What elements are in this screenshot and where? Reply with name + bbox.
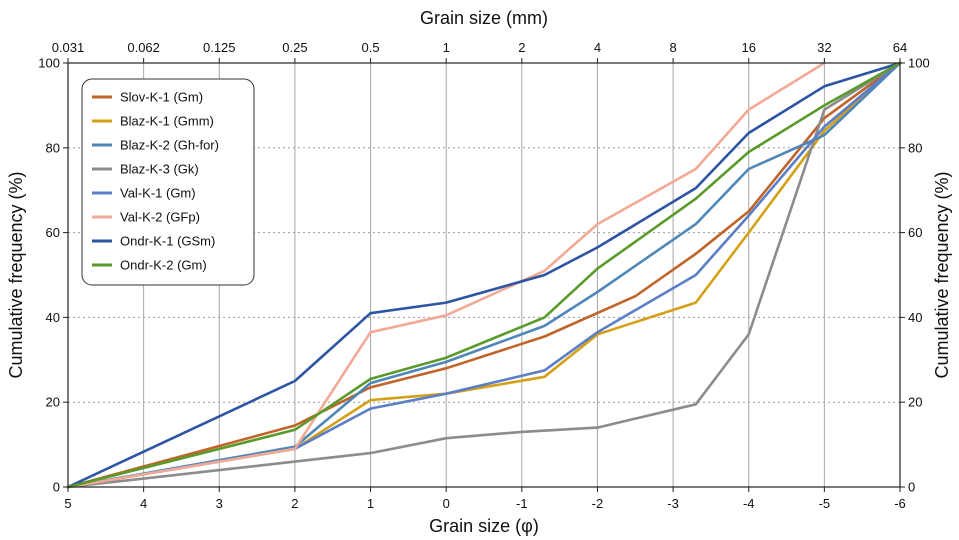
series-line-2 <box>66 61 902 489</box>
legend: Slov-K-1 (Gm) Blaz-K-1 (Gmm) Blaz-K-2 (Gh-… <box>81 78 255 286</box>
x-tick-label-top: 2 <box>518 40 525 55</box>
x-tick-label-top: 0.5 <box>362 40 380 55</box>
x-tick-label-bottom: -4 <box>743 496 755 511</box>
x-tick-label-top: 32 <box>817 40 831 55</box>
legend-box <box>81 78 255 286</box>
x-tick-label-top: 4 <box>594 40 601 55</box>
series-line-3 <box>66 61 902 489</box>
y-tick-label-left: 40 <box>46 310 60 325</box>
x-tick-label-bottom: 1 <box>367 496 374 511</box>
legend-label: Ondr-K-1 (GSm) <box>120 234 215 249</box>
x-tick-label-bottom: -6 <box>894 496 906 511</box>
legend-items: Slov-K-1 (Gm) Blaz-K-1 (Gmm) Blaz-K-2 (Gh-… <box>92 90 219 273</box>
x-tick-label-bottom: -1 <box>516 496 528 511</box>
legend-label: Blaz-K-3 (Gk) <box>120 162 199 177</box>
series-line-6 <box>66 61 826 489</box>
series-line-1 <box>66 61 902 489</box>
x-tick-label-top: 0.25 <box>282 40 307 55</box>
legend-label: Ondr-K-2 (Gm) <box>120 258 207 273</box>
x-tick-label-bottom: 2 <box>291 496 298 511</box>
x-tick-label-bottom: 4 <box>140 496 147 511</box>
y-tick-label-left: 60 <box>46 225 60 240</box>
legend-label: Val-K-1 (Gm) <box>120 186 196 201</box>
y-tick-label-right: 0 <box>908 480 915 495</box>
y-tick-label-right: 80 <box>908 140 922 155</box>
y-tick-label-left: 80 <box>46 140 60 155</box>
x-tick-label-top: 16 <box>741 40 755 55</box>
y-tick-label-left: 20 <box>46 395 60 410</box>
series-line-5 <box>66 61 902 489</box>
x-tick-label-bottom: 0 <box>443 496 450 511</box>
left-axis-title: Cumulative frequency (%) <box>6 171 26 378</box>
series-line-8 <box>66 61 902 489</box>
tick-marks <box>63 58 905 492</box>
y-tick-label-right: 40 <box>908 310 922 325</box>
x-tick-label-bottom: -5 <box>819 496 831 511</box>
bottom-axis-title: Grain size (φ) <box>429 516 539 536</box>
x-tick-label-top: 0.125 <box>203 40 236 55</box>
tick-labels: 5 0.031 4 0.062 3 0.125 2 0.25 1 0.5 0 1 -1 2 -2 4 -3 8 -4… <box>38 40 929 511</box>
series-line-7 <box>66 61 902 489</box>
y-tick-label-left: 0 <box>53 480 60 495</box>
grid <box>68 63 900 487</box>
series-line-4 <box>66 61 902 489</box>
x-tick-label-bottom: 5 <box>64 496 71 511</box>
x-tick-label-top: 8 <box>669 40 676 55</box>
right-axis-title: Cumulative frequency (%) <box>932 171 952 378</box>
legend-label: Blaz-K-1 (Gmm) <box>120 114 214 129</box>
y-tick-label-right: 60 <box>908 225 922 240</box>
legend-label: Blaz-K-2 (Gh-for) <box>120 138 219 153</box>
x-tick-label-top: 64 <box>893 40 907 55</box>
x-tick-label-top: 0.031 <box>52 40 85 55</box>
legend-label: Val-K-2 (GFp) <box>120 210 200 225</box>
x-tick-label-bottom: 3 <box>216 496 223 511</box>
top-axis-title: Grain size (mm) <box>420 8 548 28</box>
x-tick-label-top: 0.062 <box>127 40 160 55</box>
y-tick-label-left: 100 <box>38 56 60 71</box>
series-lines <box>66 61 902 489</box>
x-tick-label-bottom: -2 <box>592 496 604 511</box>
y-tick-label-right: 20 <box>908 395 922 410</box>
legend-label: Slov-K-1 (Gm) <box>120 90 203 105</box>
plot-frame <box>67 62 901 488</box>
x-tick-label-bottom: -3 <box>667 496 679 511</box>
x-tick-label-top: 1 <box>443 40 450 55</box>
y-tick-label-right: 100 <box>908 56 930 71</box>
